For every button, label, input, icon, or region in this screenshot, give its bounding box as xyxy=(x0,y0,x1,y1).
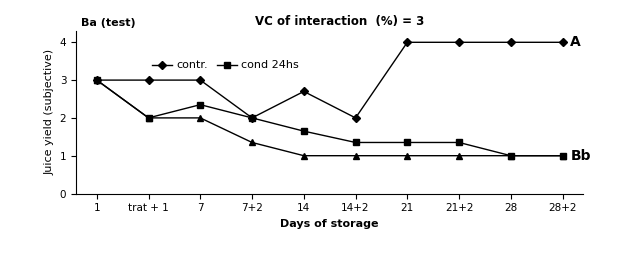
contr. xyxy=(249,116,256,119)
contr. xyxy=(352,116,359,119)
cond 24hs xyxy=(300,130,307,133)
contr. xyxy=(507,41,515,44)
Text: Bb: Bb xyxy=(571,149,591,163)
cond 24hs xyxy=(197,103,204,106)
cond 24hs xyxy=(507,154,515,157)
contr. xyxy=(145,78,152,82)
contr. xyxy=(197,78,204,82)
cond 24hs xyxy=(352,141,359,144)
Line: cond 24hs: cond 24hs xyxy=(94,77,566,159)
Line: contr.: contr. xyxy=(94,39,566,121)
Y-axis label: Juice yield (subjective): Juice yield (subjective) xyxy=(44,49,54,175)
Text: Ba (test): Ba (test) xyxy=(81,18,136,28)
cond 24hs xyxy=(559,154,566,157)
Legend: contr., cond 24hs: contr., cond 24hs xyxy=(148,56,304,75)
contr. xyxy=(93,78,101,82)
cond 24hs xyxy=(249,116,256,119)
cond 24hs xyxy=(455,141,463,144)
contr. xyxy=(403,41,411,44)
Text: A: A xyxy=(571,35,581,49)
contr. xyxy=(559,41,566,44)
contr. xyxy=(455,41,463,44)
cond 24hs xyxy=(403,141,411,144)
Text: VC of interaction  (%) = 3: VC of interaction (%) = 3 xyxy=(256,15,424,28)
X-axis label: Days of storage: Days of storage xyxy=(280,219,379,229)
contr. xyxy=(300,90,307,93)
cond 24hs xyxy=(93,78,101,82)
cond 24hs xyxy=(145,116,152,119)
